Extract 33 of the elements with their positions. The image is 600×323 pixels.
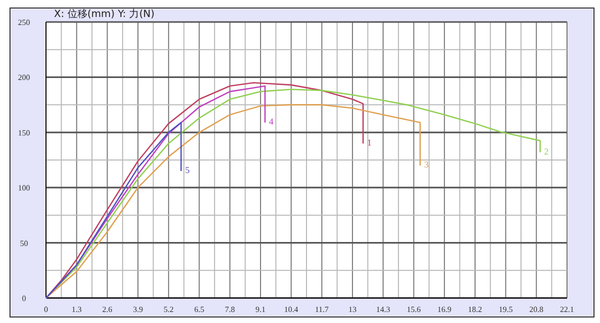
x-tick-label: 10.4: [284, 305, 298, 314]
line-series: [45, 104, 421, 299]
y-tick-label: 200: [18, 73, 30, 82]
x-tick-label: 7.8: [224, 305, 235, 314]
chart-title: X: 位移(mm) Y: 力(N): [54, 8, 155, 20]
x-tick-label: 0: [44, 305, 48, 314]
x-tick-label: 18.2: [468, 305, 482, 314]
x-tick-label: 5.2: [164, 305, 174, 314]
x-tick-label: 3.9: [132, 305, 143, 314]
series-label: 3: [424, 160, 430, 170]
y-tick-label: 100: [18, 184, 30, 193]
y-tick-label: 150: [18, 128, 30, 138]
series-label: 2: [544, 146, 549, 156]
x-tick-label: 1.3: [72, 305, 82, 314]
x-tick-label: 13: [348, 305, 356, 314]
x-tick-label: 20.8: [529, 305, 544, 314]
line-series: [45, 82, 364, 299]
x-tick-label: 6.5: [194, 305, 204, 314]
y-tick-label: 50: [20, 238, 28, 248]
x-tick-label: 15.6: [406, 305, 421, 314]
x-tick-label: 16.9: [437, 305, 452, 314]
x-tick-label: 2.6: [102, 305, 112, 314]
series-label: 1: [367, 137, 372, 148]
x-tick-label: 9.1: [256, 305, 266, 314]
series-label: 5: [185, 165, 190, 176]
y-tick-label: 0: [22, 294, 26, 303]
series-label: 4: [269, 116, 274, 126]
line-series: [45, 122, 182, 299]
x-tick-label: 14.3: [376, 305, 390, 314]
y-tick-label: 250: [18, 18, 30, 27]
x-tick-label: 22.1: [560, 305, 574, 314]
x-tick-label: 19.5: [498, 305, 513, 314]
x-tick-label: 11.7: [314, 305, 329, 314]
